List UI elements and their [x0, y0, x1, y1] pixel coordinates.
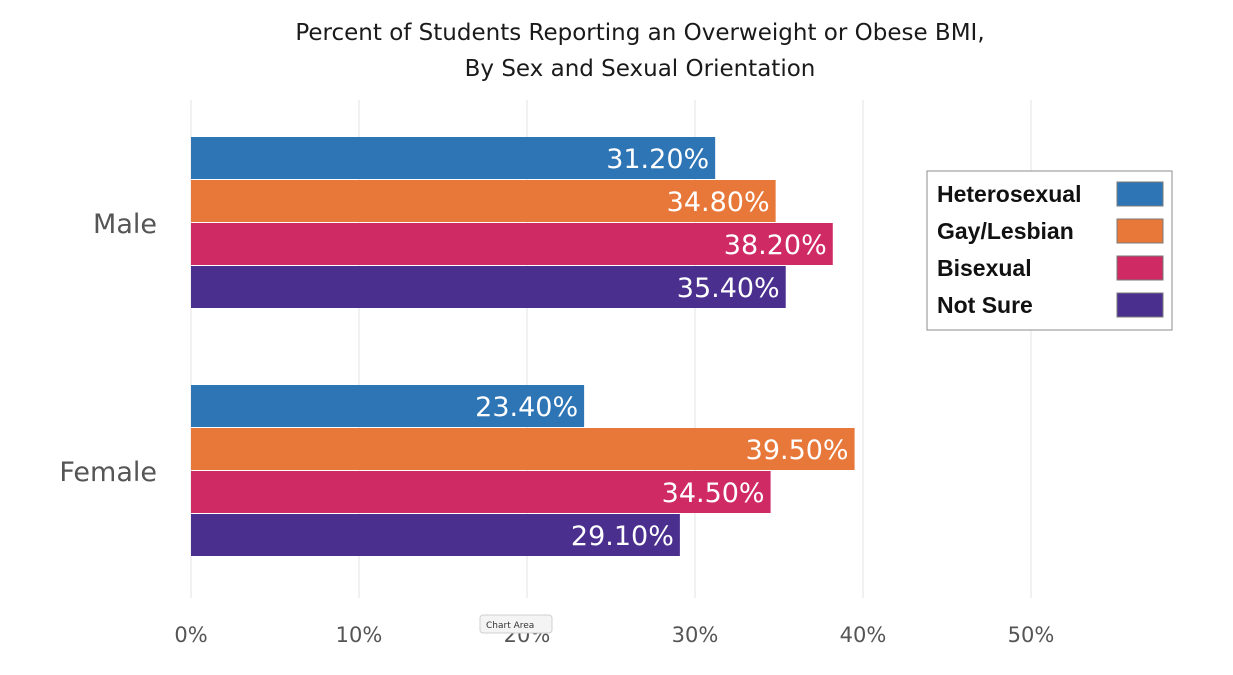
data-label: 31.20%: [606, 144, 709, 175]
x-tick-label: 30%: [672, 623, 719, 647]
data-label: 39.50%: [746, 435, 849, 466]
bar-female-heterosexual[interactable]: [191, 385, 585, 427]
tooltip-box: [479, 614, 553, 634]
bar-male-heterosexual[interactable]: [191, 137, 716, 179]
chart-title-line-2: By Sex and Sexual Orientation: [465, 56, 816, 82]
x-axis-tick-labels: 0% 10% 20% 30% 40% 50%: [174, 623, 1054, 647]
bar-female-bisexual[interactable]: [191, 471, 771, 513]
x-tick-label: 10%: [336, 623, 383, 647]
data-label: 35.40%: [677, 273, 780, 304]
legend-swatch-heterosexual: [1116, 181, 1164, 207]
chart-title: Percent of Students Reporting an Overwei…: [295, 20, 984, 82]
bar-male-bisexual[interactable]: [191, 223, 833, 265]
category-label-female: Female: [59, 457, 157, 488]
data-label: 29.10%: [571, 521, 674, 552]
legend-label: Bisexual: [937, 255, 1032, 281]
legend: Heterosexual Gay/Lesbian Bisexual Not Sure: [926, 170, 1173, 331]
bar-female-not-sure[interactable]: [191, 514, 680, 556]
tooltip-text: Chart Area: [486, 621, 534, 631]
x-tick-label: 40%: [840, 623, 887, 647]
legend-label: Heterosexual: [937, 181, 1081, 207]
legend-swatch-not-sure: [1116, 292, 1164, 318]
data-label: 34.50%: [662, 478, 765, 509]
bar-male-gay-lesbian[interactable]: [191, 180, 776, 222]
legend-label: Not Sure: [937, 292, 1033, 318]
data-label: 34.80%: [667, 187, 770, 218]
category-labels: Male Female: [59, 209, 157, 488]
bar-male-not-sure[interactable]: [191, 266, 786, 308]
chart-title-line-1: Percent of Students Reporting an Overwei…: [295, 20, 984, 46]
legend-swatch-gay-lesbian: [1116, 218, 1164, 244]
data-label: 23.40%: [475, 392, 578, 423]
legend-swatch-bisexual: [1116, 255, 1164, 281]
legend-label: Gay/Lesbian: [937, 218, 1074, 244]
chart-area-tooltip: Chart Area: [479, 614, 553, 634]
category-label-male: Male: [93, 209, 157, 240]
x-tick-label: 50%: [1008, 623, 1055, 647]
bar-female-gay-lesbian[interactable]: [191, 428, 855, 470]
x-tick-label: 0%: [174, 623, 207, 647]
bars: 31.20% 34.80% 38.20% 35.40% 23.40% 39.50% 34.5…: [191, 137, 855, 556]
data-label: 38.20%: [724, 230, 827, 261]
